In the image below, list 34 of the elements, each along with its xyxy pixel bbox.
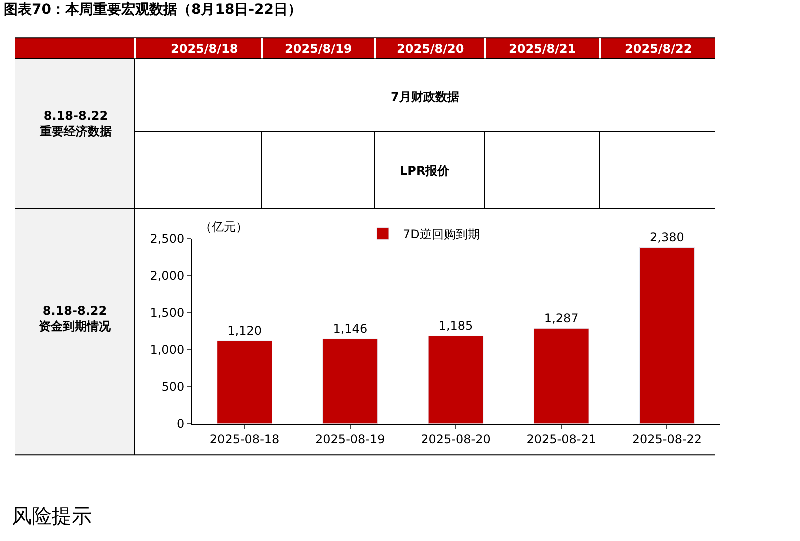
text: 2025/8/22: [625, 42, 692, 56]
y-axis-title: （亿元）: [200, 220, 248, 234]
y-tick-label: 2,000: [150, 269, 185, 284]
text: 风险提示: [12, 504, 92, 528]
x-tick-label: 2025-08-20: [421, 432, 491, 446]
bar: [428, 336, 484, 424]
text: 1,185: [438, 319, 474, 334]
text: 2025/8/20: [397, 42, 464, 56]
text: LPR报价: [400, 164, 451, 178]
y-tick-label: 2,500: [150, 232, 185, 246]
text: 2025/8/21: [509, 42, 576, 56]
y-tick-label: 0: [176, 417, 185, 432]
text: 7月财政数据: [391, 90, 460, 104]
text: 2025/8/19: [285, 42, 352, 56]
y-tick-label: 1,500: [150, 306, 185, 320]
x-tick-label: 2025-08-19: [316, 432, 386, 446]
text: 8.18-8.22 重要经济数据: [39, 109, 112, 139]
y-tick-label: 500: [162, 380, 185, 394]
bar: [322, 338, 378, 424]
x-tick-label: 2025-08-18: [210, 432, 280, 446]
text: 2025/8/18: [171, 42, 238, 56]
bar: [217, 340, 273, 424]
text: 1,287: [544, 312, 579, 326]
bar: [639, 247, 695, 424]
text: 8.18-8.22 资金到期情况: [39, 304, 112, 334]
text: 1,146: [333, 322, 368, 336]
bar: [534, 328, 590, 424]
y-tick-label: 1,000: [150, 343, 185, 358]
text: 2,380: [650, 230, 684, 245]
x-tick-label: 2025-08-22: [632, 432, 702, 446]
x-tick-label: 2025-08-21: [526, 432, 596, 446]
chart-title: 图表70：本周重要宏观数据（8月18日-22日）: [4, 0, 302, 18]
text: 1,120: [228, 324, 262, 338]
legend-label: 7D逆回购到期: [403, 228, 480, 242]
